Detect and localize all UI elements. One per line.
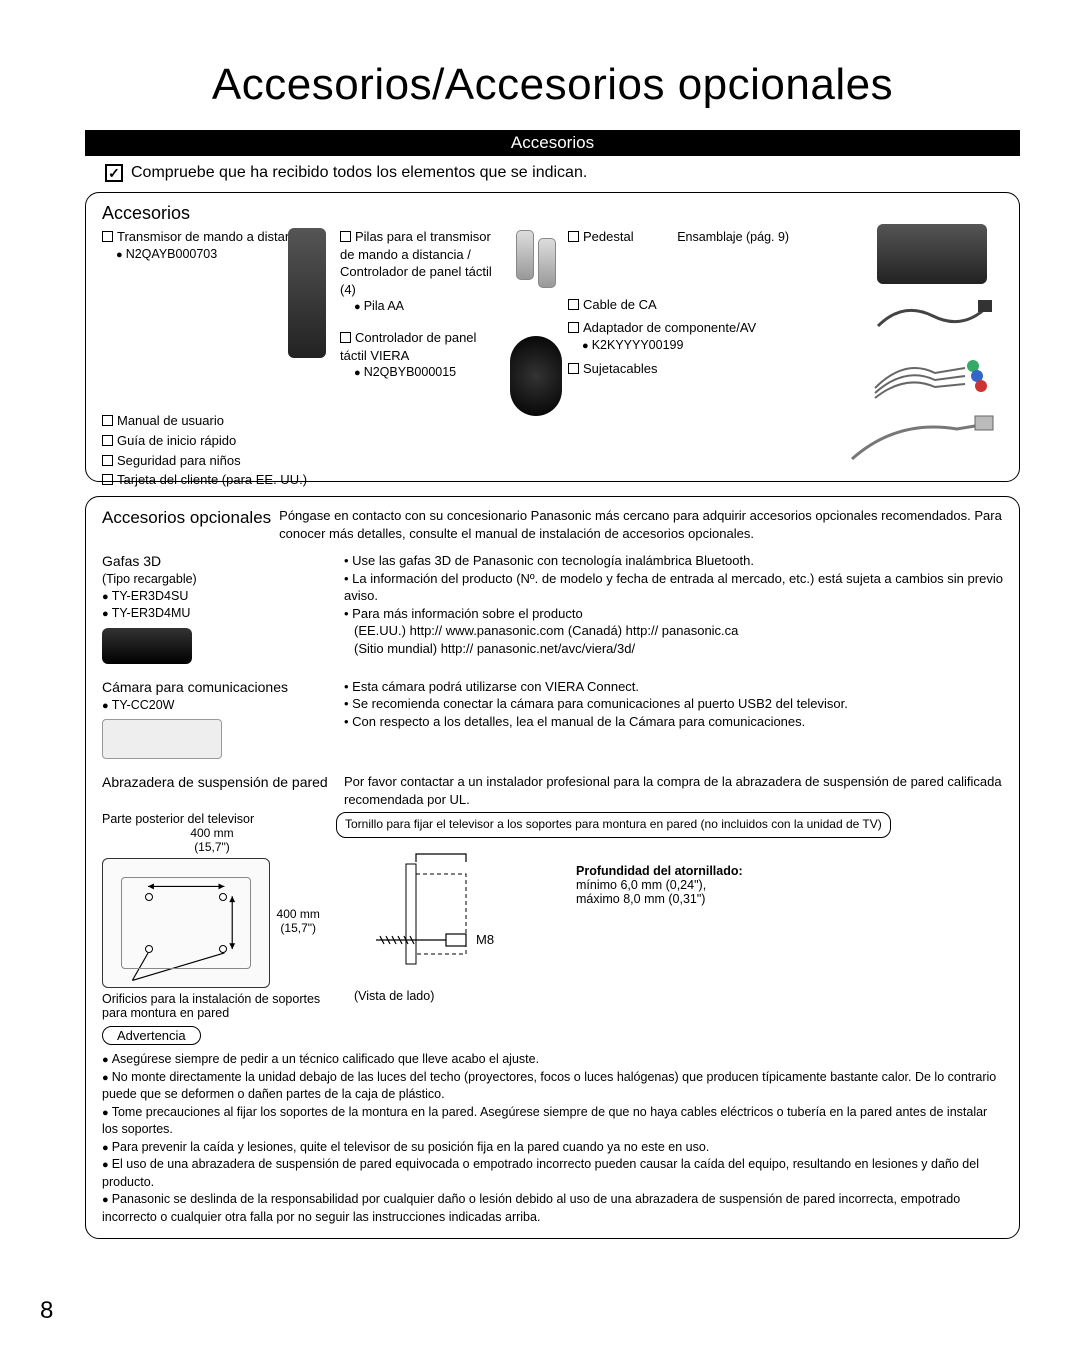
checkbox-icon xyxy=(102,231,113,242)
adapter-image xyxy=(865,348,995,406)
dim-h: 400 mm xyxy=(190,826,233,840)
checkbox-icon xyxy=(340,332,351,343)
batteries-note: Pila AA xyxy=(354,298,560,315)
adapter-title: Adaptador de componente/AV xyxy=(583,320,756,335)
checkbox-icon xyxy=(102,474,113,485)
holes-caption: Orificios para la instalación de soporte… xyxy=(102,992,322,1020)
dim-v-in: (15,7") xyxy=(280,921,316,935)
mount-title: Abrazadera de suspensión de pared xyxy=(102,773,332,792)
warning-list: Asegúrese siempre de pedir a un técnico … xyxy=(102,1051,1003,1226)
checkbox-icon xyxy=(568,363,579,374)
ac-cable-image xyxy=(873,296,993,336)
mount-description: Por favor contactar a un instalador prof… xyxy=(344,773,1003,808)
remote-image xyxy=(288,228,326,358)
warning-item: El uso de una abrazadera de suspensión d… xyxy=(102,1156,1003,1191)
gafas-url-line: (EE.UU.) http:// www.panasonic.com (Cana… xyxy=(354,622,1003,640)
gafas-model-1: TY-ER3D4SU xyxy=(102,588,332,605)
camera-image xyxy=(102,719,222,759)
row-gafas-3d: Gafas 3D (Tipo recargable) TY-ER3D4SU TY… xyxy=(102,552,1003,664)
checkbox-icon xyxy=(340,231,351,242)
check-text: Compruebe que ha recibido todos los elem… xyxy=(131,164,587,182)
col-batteries: Pilas para el transmisor de mando a dist… xyxy=(340,228,560,491)
warning-item: No monte directamente la unidad debajo d… xyxy=(102,1069,1003,1104)
screw-caption: Tornillo para fijar el televisor a los s… xyxy=(336,812,891,838)
pedestal-image xyxy=(877,224,987,284)
side-view-caption: (Vista de lado) xyxy=(354,989,556,1003)
warning-item: Asegúrese siempre de pedir a un técnico … xyxy=(102,1051,1003,1069)
checkbox-icon: ✓ xyxy=(105,164,123,182)
checkbox-icon xyxy=(568,322,579,333)
gafas-bullet: La información del producto (Nº. de mode… xyxy=(344,570,1003,605)
dim-v: 400 mm xyxy=(277,907,320,921)
checkbox-icon xyxy=(568,231,579,242)
batteries-image xyxy=(512,224,560,294)
touchpad-title: Controlador de panel táctil VIERA xyxy=(340,330,476,363)
warning-item: Tome precauciones al fijar los soportes … xyxy=(102,1104,1003,1139)
manual-quickstart: Guía de inicio rápido xyxy=(117,433,236,448)
page-title: Accesorios/Accesorios opcionales xyxy=(85,60,1020,110)
camera-bullet: Con respecto a los detalles, lea el manu… xyxy=(344,713,1003,731)
page-number: 8 xyxy=(40,1297,53,1325)
gafas-image xyxy=(102,628,192,664)
camera-bullet: Esta cámara podrá utilizarse con VIERA C… xyxy=(344,678,1003,696)
check-instruction: ✓ Compruebe que ha recibido todos los el… xyxy=(105,164,1020,182)
camera-bullet: Se recomienda conectar la cámara para co… xyxy=(344,695,1003,713)
row-camera: Cámara para comunicaciones TY-CC20W Esta… xyxy=(102,678,1003,760)
optional-intro: Póngase en contacto con su concesionario… xyxy=(279,507,1003,542)
depth-max: máximo 8,0 mm (0,31") xyxy=(576,892,743,906)
optional-heading: Accesorios opcionales xyxy=(102,507,271,528)
optional-accessories-box: Accesorios opcionales Póngase en contact… xyxy=(85,496,1020,1239)
camera-model: TY-CC20W xyxy=(102,697,332,714)
dim-h-in: (15,7") xyxy=(194,840,230,854)
checkbox-icon xyxy=(102,435,113,446)
manual-user: Manual de usuario xyxy=(117,413,224,428)
depth-min: mínimo 6,0 mm (0,24"), xyxy=(576,878,743,892)
tv-back-diagram xyxy=(102,858,270,988)
row-wall-mount: Abrazadera de suspensión de pared Por fa… xyxy=(102,773,1003,808)
accessories-box: Accesorios Transmisor de mando a distanc… xyxy=(85,192,1020,482)
accessories-heading: Accesorios xyxy=(102,203,1003,224)
checkbox-icon xyxy=(568,299,579,310)
gafas-model-2: TY-ER3D4MU xyxy=(102,605,332,622)
assembly-note: Ensamblaje (pág. 9) xyxy=(677,230,789,244)
touchpad-image xyxy=(510,336,562,416)
ac-cable-title: Cable de CA xyxy=(583,297,657,312)
warning-item: Para prevenir la caída y lesiones, quite… xyxy=(102,1139,1003,1157)
camera-title: Cámara para comunicaciones xyxy=(102,678,332,697)
warning-label: Advertencia xyxy=(102,1026,201,1045)
cable-tie-title: Sujetacables xyxy=(583,361,657,376)
remote-title: Transmisor de mando a distancia xyxy=(117,229,309,244)
checkbox-icon xyxy=(102,415,113,426)
checkbox-icon xyxy=(102,455,113,466)
pedestal-title: Pedestal xyxy=(583,229,634,244)
gafas-bullet: Para más información sobre el producto xyxy=(344,605,1003,623)
col-remote: Transmisor de mando a distancia N2QAYB00… xyxy=(102,228,332,491)
warning-item: Panasonic se deslinda de la responsabili… xyxy=(102,1191,1003,1226)
cable-tie-image xyxy=(847,414,997,464)
manual-childsafety: Seguridad para niños xyxy=(117,453,241,468)
depth-title: Profundidad del atornillado: xyxy=(576,864,743,878)
side-view-diagram: M8 (Vista de lado) xyxy=(346,844,556,984)
manual-customercard: Tarjeta del cliente (para EE. UU.) xyxy=(117,472,307,487)
gafas-url-line: (Sitio mundial) http:// panasonic.net/av… xyxy=(354,640,1003,658)
gafas-subtitle: (Tipo recargable) xyxy=(102,571,332,588)
batteries-title: Pilas para el transmisor de mando a dist… xyxy=(340,229,492,297)
gafas-bullet: Use las gafas 3D de Panasonic con tecnol… xyxy=(344,552,1003,570)
section-bar-accesorios: Accesorios xyxy=(85,130,1020,156)
gafas-title: Gafas 3D xyxy=(102,552,332,571)
col-misc: Pedestal Ensamblaje (pág. 9) Cable de CA… xyxy=(568,228,1003,491)
tv-back-caption: Parte posterior del televisor xyxy=(102,812,322,826)
m8-label: M8 xyxy=(476,932,494,947)
